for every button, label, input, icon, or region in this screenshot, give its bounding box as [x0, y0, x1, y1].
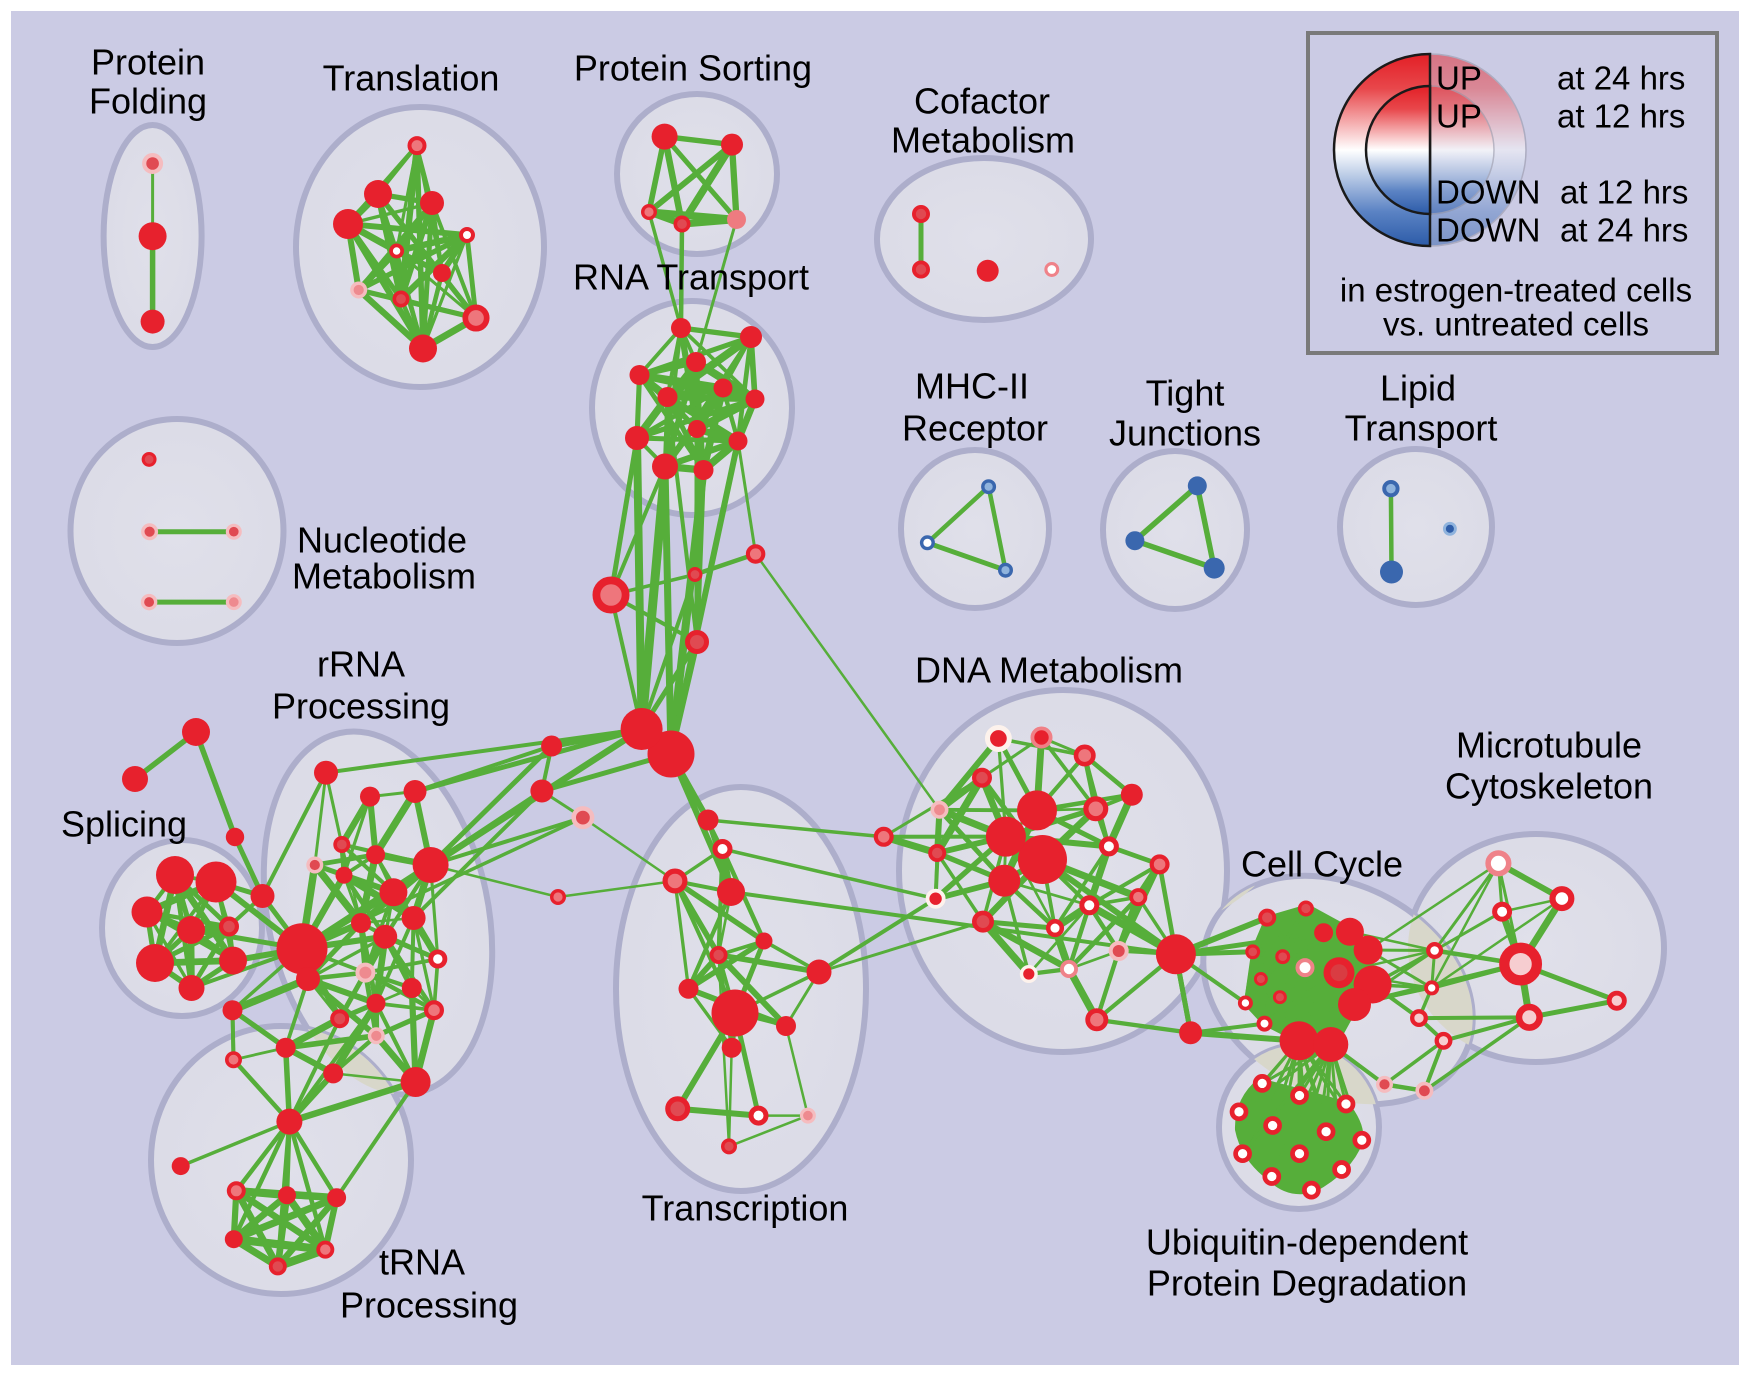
svg-text:tRNA: tRNA	[379, 1242, 465, 1283]
svg-text:at 24 hrs: at 24 hrs	[1557, 60, 1685, 97]
svg-text:Processing: Processing	[340, 1285, 518, 1326]
svg-text:at 12 hrs: at 12 hrs	[1557, 98, 1685, 135]
svg-text:Protein Sorting: Protein Sorting	[574, 48, 812, 89]
svg-text:Folding: Folding	[89, 81, 207, 122]
svg-text:in estrogen-treated cells: in estrogen-treated cells	[1340, 272, 1692, 309]
svg-text:Processing: Processing	[272, 686, 450, 727]
svg-text:DOWN: DOWN	[1436, 212, 1540, 249]
svg-text:UP: UP	[1436, 98, 1482, 135]
svg-text:Nucleotide: Nucleotide	[297, 520, 467, 561]
svg-text:Lipid: Lipid	[1380, 368, 1456, 409]
svg-text:Metabolism: Metabolism	[891, 120, 1075, 161]
svg-text:DNA Metabolism: DNA Metabolism	[915, 650, 1183, 691]
svg-text:rRNA: rRNA	[317, 644, 405, 685]
svg-text:vs. untreated cells: vs. untreated cells	[1383, 306, 1649, 343]
svg-text:Ubiquitin-dependent: Ubiquitin-dependent	[1146, 1222, 1468, 1263]
svg-text:Metabolism: Metabolism	[292, 556, 476, 597]
svg-text:UP: UP	[1436, 60, 1482, 97]
svg-text:Tight: Tight	[1146, 373, 1225, 414]
svg-text:at 24 hrs: at 24 hrs	[1560, 212, 1688, 249]
svg-text:Splicing: Splicing	[61, 804, 187, 845]
svg-text:Microtubule: Microtubule	[1456, 725, 1642, 766]
svg-text:Junctions: Junctions	[1109, 413, 1261, 454]
svg-text:Protein Degradation: Protein Degradation	[1147, 1263, 1467, 1304]
svg-text:Transport: Transport	[1345, 408, 1498, 449]
svg-text:DOWN: DOWN	[1436, 174, 1540, 211]
svg-text:Receptor: Receptor	[902, 408, 1048, 449]
svg-text:at 12 hrs: at 12 hrs	[1560, 174, 1688, 211]
svg-text:Translation: Translation	[323, 58, 500, 99]
svg-text:Protein: Protein	[91, 42, 205, 83]
svg-text:Cytoskeleton: Cytoskeleton	[1445, 766, 1653, 807]
svg-text:RNA Transport: RNA Transport	[573, 257, 809, 298]
svg-text:Cofactor: Cofactor	[914, 81, 1050, 122]
svg-text:Cell Cycle: Cell Cycle	[1241, 844, 1403, 885]
svg-text:MHC-II: MHC-II	[915, 366, 1029, 407]
svg-text:Transcription: Transcription	[642, 1188, 849, 1229]
